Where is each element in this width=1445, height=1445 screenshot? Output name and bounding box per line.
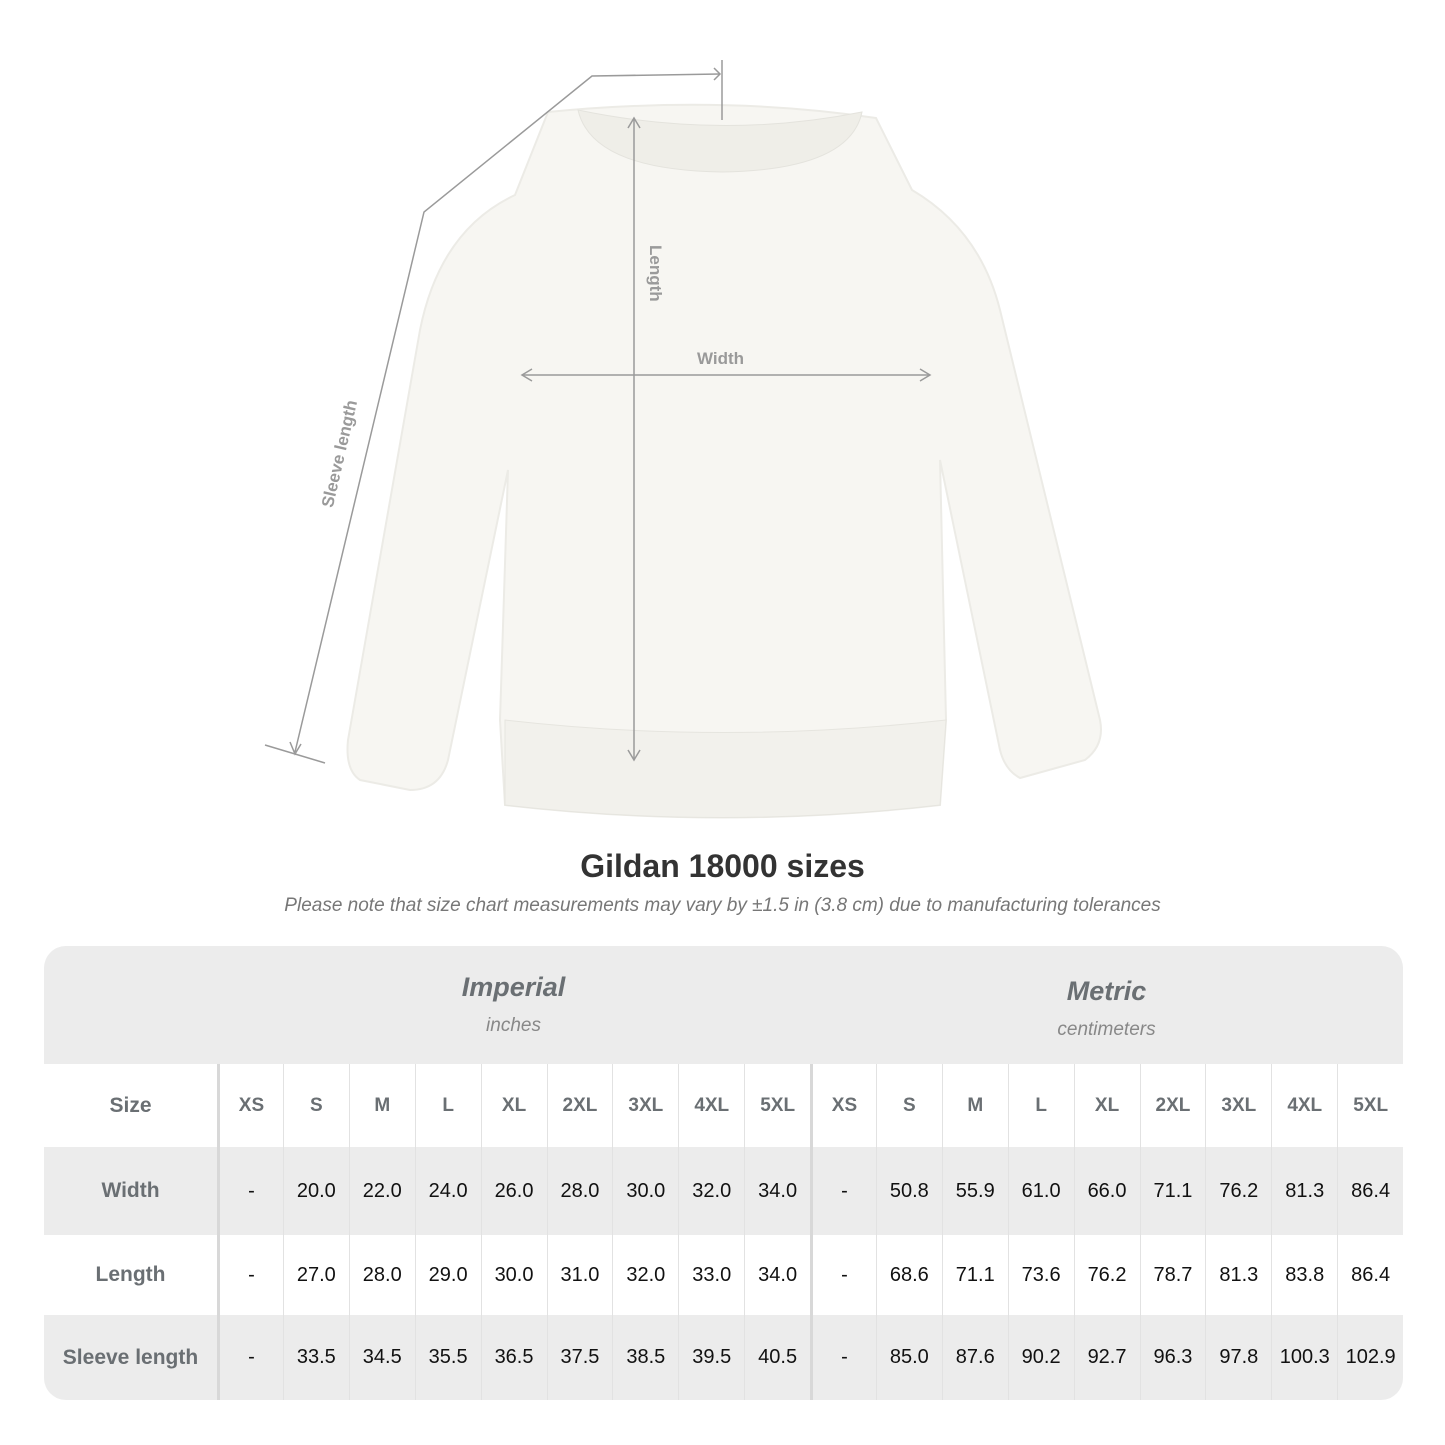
metric-value-cell: 50.8 [875, 1147, 942, 1235]
metric-value-cell: 81.3 [1205, 1235, 1271, 1315]
imperial-value-cell: 29.0 [414, 1235, 481, 1315]
imperial-value-cell: - [217, 1315, 283, 1400]
size-label: Size [109, 1093, 152, 1117]
imperial-group: Imperial inches [217, 972, 810, 1037]
imperial-value-cell: 34.0 [744, 1147, 810, 1235]
imperial-value-cell: 24.0 [414, 1147, 481, 1235]
metric-size-header: 4XL [1271, 1064, 1337, 1147]
unit-header [44, 946, 1403, 1064]
metric-value-cell: - [810, 1147, 876, 1235]
metric-value-cell: 83.8 [1271, 1235, 1337, 1315]
table-row: Width - -20.0 50.8 22.0 55.9 24.0 61.0 26.0 66.0 2… [44, 1147, 1403, 1235]
row-label: Sleeve length [62, 1345, 199, 1369]
metric-size-header: 2XL [1139, 1064, 1206, 1147]
metric-value-cell: 85.0 [875, 1315, 942, 1400]
imperial-value-cell: 39.5 [678, 1315, 744, 1400]
metric-value-cell: 97.8 [1205, 1315, 1271, 1400]
metric-value-cell: 96.3 [1139, 1315, 1206, 1400]
imperial-value-cell: 34.0 [744, 1235, 810, 1315]
imperial-size-header: L [414, 1064, 481, 1147]
metric-value-cell: 66.0 [1073, 1147, 1140, 1235]
table-row: Sleeve length - -33.5 85.0 34.5 87.6 35.5 90.2 3… [44, 1315, 1403, 1400]
imperial-size-header: 3XL [612, 1064, 678, 1147]
imperial-value-cell: 30.0 [612, 1147, 678, 1235]
metric-title: Metric [1066, 976, 1147, 1006]
imperial-value-cell: 32.0 [678, 1147, 744, 1235]
metric-size-header: S [875, 1064, 942, 1147]
imperial-size-header: M [348, 1064, 415, 1147]
metric-unit: centimeters [1057, 1019, 1156, 1040]
imperial-value-cell: 31.0 [546, 1235, 613, 1315]
width-label: Width [697, 349, 745, 368]
imperial-value-cell: - [217, 1235, 283, 1315]
metric-value-cell: 86.4 [1337, 1147, 1403, 1235]
metric-value-cell: 81.3 [1271, 1147, 1337, 1235]
imperial-value-cell: 40.5 [744, 1315, 810, 1400]
metric-size-header: M [941, 1064, 1008, 1147]
size-table: Imperial inches Metric centimeters Size X… [44, 946, 1403, 1400]
measurement-lines [264, 60, 932, 764]
imperial-value-cell: 22.0 [348, 1147, 415, 1235]
table-row: Length - -27.0 68.6 28.0 71.1 29.0 73.6 30.0 76.2… [44, 1235, 1403, 1315]
length-label: Length [646, 245, 665, 302]
imperial-value-cell: - [217, 1147, 283, 1235]
imperial-value-cell: 26.0 [480, 1147, 547, 1235]
size-header-row: Size XS XS S S M M L L XL XL 2XL 2XL 3XL 3XL 4XL 4XL 5XL 5… [44, 1064, 1403, 1147]
page-title: Gildan 18000 sizes [580, 848, 865, 884]
row-label: Length [95, 1263, 166, 1286]
metric-value-cell: - [810, 1315, 876, 1400]
imperial-title: Imperial [461, 972, 566, 1002]
imperial-size-header: S [282, 1064, 349, 1147]
sweatshirt-diagram [264, 60, 1102, 819]
metric-value-cell: 73.6 [1007, 1235, 1074, 1315]
metric-value-cell: - [810, 1235, 876, 1315]
imperial-value-cell: 28.0 [348, 1235, 415, 1315]
imperial-value-cell: 33.5 [282, 1315, 349, 1400]
metric-value-cell: 87.6 [941, 1315, 1008, 1400]
imperial-value-cell: 35.5 [414, 1315, 481, 1400]
metric-value-cell: 55.9 [941, 1147, 1008, 1235]
imperial-size-header: 5XL [744, 1064, 810, 1147]
imperial-value-cell: 30.0 [480, 1235, 547, 1315]
row-label: Width [101, 1179, 160, 1202]
metric-value-cell: 78.7 [1139, 1235, 1206, 1315]
imperial-value-cell: 33.0 [678, 1235, 744, 1315]
imperial-unit: inches [486, 1015, 541, 1036]
metric-size-header: XS [810, 1064, 876, 1147]
metric-size-header: L [1007, 1064, 1074, 1147]
metric-value-cell: 76.2 [1205, 1147, 1271, 1235]
metric-value-cell: 86.4 [1337, 1235, 1403, 1315]
sweatshirt-image [346, 103, 1102, 819]
imperial-size-header: 2XL [546, 1064, 613, 1147]
metric-value-cell: 102.9 [1337, 1315, 1403, 1400]
metric-value-cell: 92.7 [1073, 1315, 1140, 1400]
imperial-size-header: XS [217, 1064, 283, 1147]
imperial-value-cell: 37.5 [546, 1315, 613, 1400]
imperial-value-cell: 20.0 [282, 1147, 349, 1235]
tolerance-note: Please note that size chart measurements… [284, 895, 1161, 916]
metric-size-header: 3XL [1205, 1064, 1271, 1147]
metric-value-cell: 71.1 [1139, 1147, 1206, 1235]
imperial-value-cell: 38.5 [612, 1315, 678, 1400]
metric-value-cell: 68.6 [875, 1235, 942, 1315]
metric-group: Metric centimeters [810, 976, 1403, 1041]
imperial-value-cell: 28.0 [546, 1147, 613, 1235]
imperial-size-header: 4XL [678, 1064, 744, 1147]
metric-value-cell: 90.2 [1007, 1315, 1074, 1400]
metric-value-cell: 100.3 [1271, 1315, 1337, 1400]
metric-value-cell: 76.2 [1073, 1235, 1140, 1315]
imperial-value-cell: 34.5 [348, 1315, 415, 1400]
imperial-size-header: XL [480, 1064, 547, 1147]
metric-size-header: XL [1073, 1064, 1140, 1147]
metric-value-cell: 71.1 [941, 1235, 1008, 1315]
metric-size-header: 5XL [1337, 1064, 1403, 1147]
imperial-value-cell: 27.0 [282, 1235, 349, 1315]
imperial-value-cell: 36.5 [480, 1315, 547, 1400]
imperial-value-cell: 32.0 [612, 1235, 678, 1315]
metric-value-cell: 61.0 [1007, 1147, 1074, 1235]
